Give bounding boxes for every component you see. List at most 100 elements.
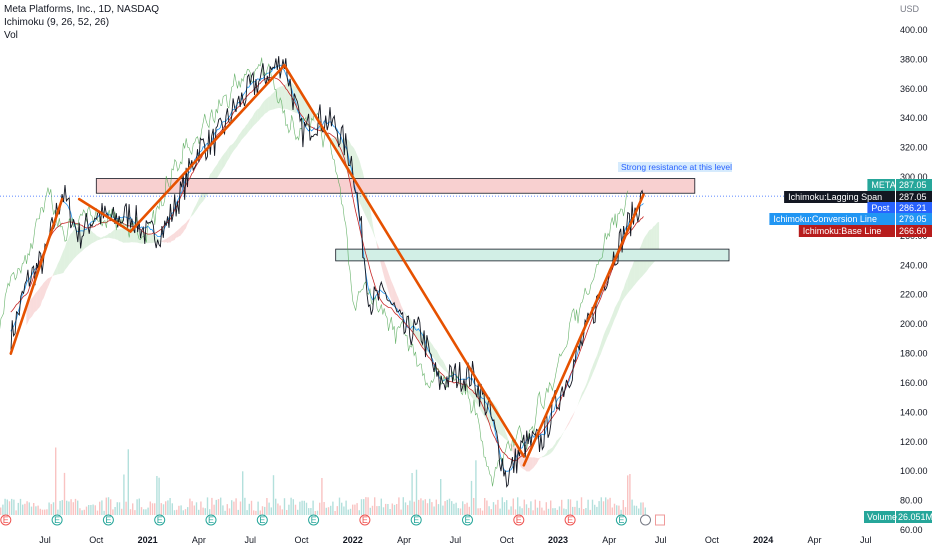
time-axis[interactable]: Jul Oct 2021 Apr Jul Oct 2022 Apr Jul Oct 2023 Apr J… — [39, 535, 871, 545]
volume-bar — [277, 503, 279, 515]
time-tick-label: Oct — [89, 535, 104, 545]
cloud-segment — [100, 237, 102, 240]
cloud-segment — [369, 207, 372, 229]
tag-label: Ichimoku:Conversion Line — [773, 214, 877, 224]
volume-bar — [404, 502, 407, 515]
volume-bar — [96, 510, 99, 515]
price-axis[interactable]: USD400.00380.00360.00340.00320.00300.002… — [900, 4, 928, 535]
cloud-segment — [141, 231, 144, 244]
volume-bar — [171, 503, 173, 515]
cloud-segment — [183, 223, 185, 233]
volume-bar — [261, 506, 264, 515]
cloud-segment — [436, 350, 439, 364]
time-tick-label: Jul — [39, 535, 51, 545]
conversion-line — [10, 64, 644, 473]
volume-bar — [501, 497, 503, 515]
volume-bar — [19, 498, 22, 515]
cloud-segment — [120, 228, 122, 242]
split-marker — [640, 514, 651, 526]
earnings-letter: E — [618, 515, 624, 525]
cloud-segment — [613, 307, 615, 323]
cloud-segment — [277, 87, 279, 109]
cloud-segment — [546, 450, 548, 456]
volume-bar — [347, 509, 349, 515]
volume-bar — [272, 475, 275, 515]
cloud-segment — [147, 234, 149, 244]
ichimoku-legend[interactable]: Ichimoku (9, 26, 52, 26) — [4, 17, 110, 28]
cloud-segment — [529, 457, 531, 472]
cloud-segment — [34, 292, 37, 312]
cloud-segment — [391, 280, 393, 304]
cloud-segment — [84, 228, 87, 249]
volume-bar — [391, 503, 393, 515]
earnings-circle — [513, 514, 525, 526]
cloud-segment — [72, 230, 74, 262]
cloud-segment — [596, 352, 598, 365]
cloud-segment — [50, 276, 53, 281]
cloud-segment — [553, 443, 556, 450]
volume-bar — [565, 509, 567, 515]
volume-bar — [112, 509, 114, 515]
price-tick-label: 80.00 — [900, 496, 923, 506]
cloud-segment — [109, 233, 111, 239]
earnings-marker: E — [513, 514, 525, 526]
volume-legend[interactable]: Vol — [4, 30, 18, 41]
annotation[interactable]: Strong resistance at this level — [618, 162, 732, 172]
cloud-segment — [67, 236, 70, 267]
volume-bar — [145, 509, 147, 515]
cloud-segment — [173, 232, 175, 241]
symbol-title[interactable]: Meta Platforms, Inc., 1D, NASDAQ — [4, 4, 160, 15]
volume-bar — [556, 509, 558, 515]
cloud-segment — [542, 455, 544, 458]
volume-bar — [363, 499, 365, 515]
tag-value: 286.21 — [899, 203, 927, 213]
volume-bar — [437, 504, 440, 515]
volume-bar — [499, 508, 501, 515]
volume-bar — [88, 505, 90, 515]
volume-bar — [314, 511, 316, 515]
cloud-segment — [186, 220, 188, 229]
volume-bar — [352, 504, 354, 515]
volume-bar — [459, 508, 462, 515]
volume-bar — [585, 508, 587, 515]
volume-bar — [574, 506, 576, 515]
cloud-segment — [418, 329, 420, 344]
cloud-segment — [398, 297, 400, 311]
volume-bar — [629, 474, 631, 515]
price-tick-label: 140.00 — [900, 407, 928, 417]
price-tick-label: 240.00 — [900, 260, 928, 270]
volume-bar — [215, 499, 217, 515]
volume-bar — [211, 497, 213, 515]
time-tick-label: Oct — [705, 535, 720, 545]
currency-label: USD — [900, 4, 920, 14]
volume-bar — [644, 507, 646, 515]
cloud-segment — [575, 407, 577, 411]
volume-bar — [125, 501, 127, 515]
volume-bar — [156, 476, 158, 515]
cloud-segment — [91, 231, 94, 244]
volume-bar — [387, 504, 389, 515]
cloud-segment — [555, 440, 557, 448]
volume-bar — [627, 475, 629, 515]
cloud-segment — [158, 238, 161, 243]
cloud-segment — [634, 255, 637, 285]
resistance-zones[interactable] — [95, 178, 730, 262]
cloud-segment — [589, 370, 591, 382]
volume-bar — [257, 501, 259, 515]
cloud-segment — [241, 129, 243, 140]
time-tick-label: Jul — [655, 535, 667, 545]
tag-label: Post — [871, 203, 890, 213]
volume-bar — [446, 499, 448, 515]
volume-bar — [600, 497, 602, 515]
volume-bar — [369, 507, 371, 515]
volume-bar — [442, 505, 444, 515]
trend-lines[interactable] — [9, 63, 645, 467]
cloud-segment — [264, 99, 266, 115]
cloud-segment — [43, 281, 45, 299]
volume-bar — [228, 508, 231, 515]
volume-bar — [393, 504, 396, 515]
tag-label-bg — [867, 179, 895, 191]
volume-bar — [332, 501, 334, 515]
